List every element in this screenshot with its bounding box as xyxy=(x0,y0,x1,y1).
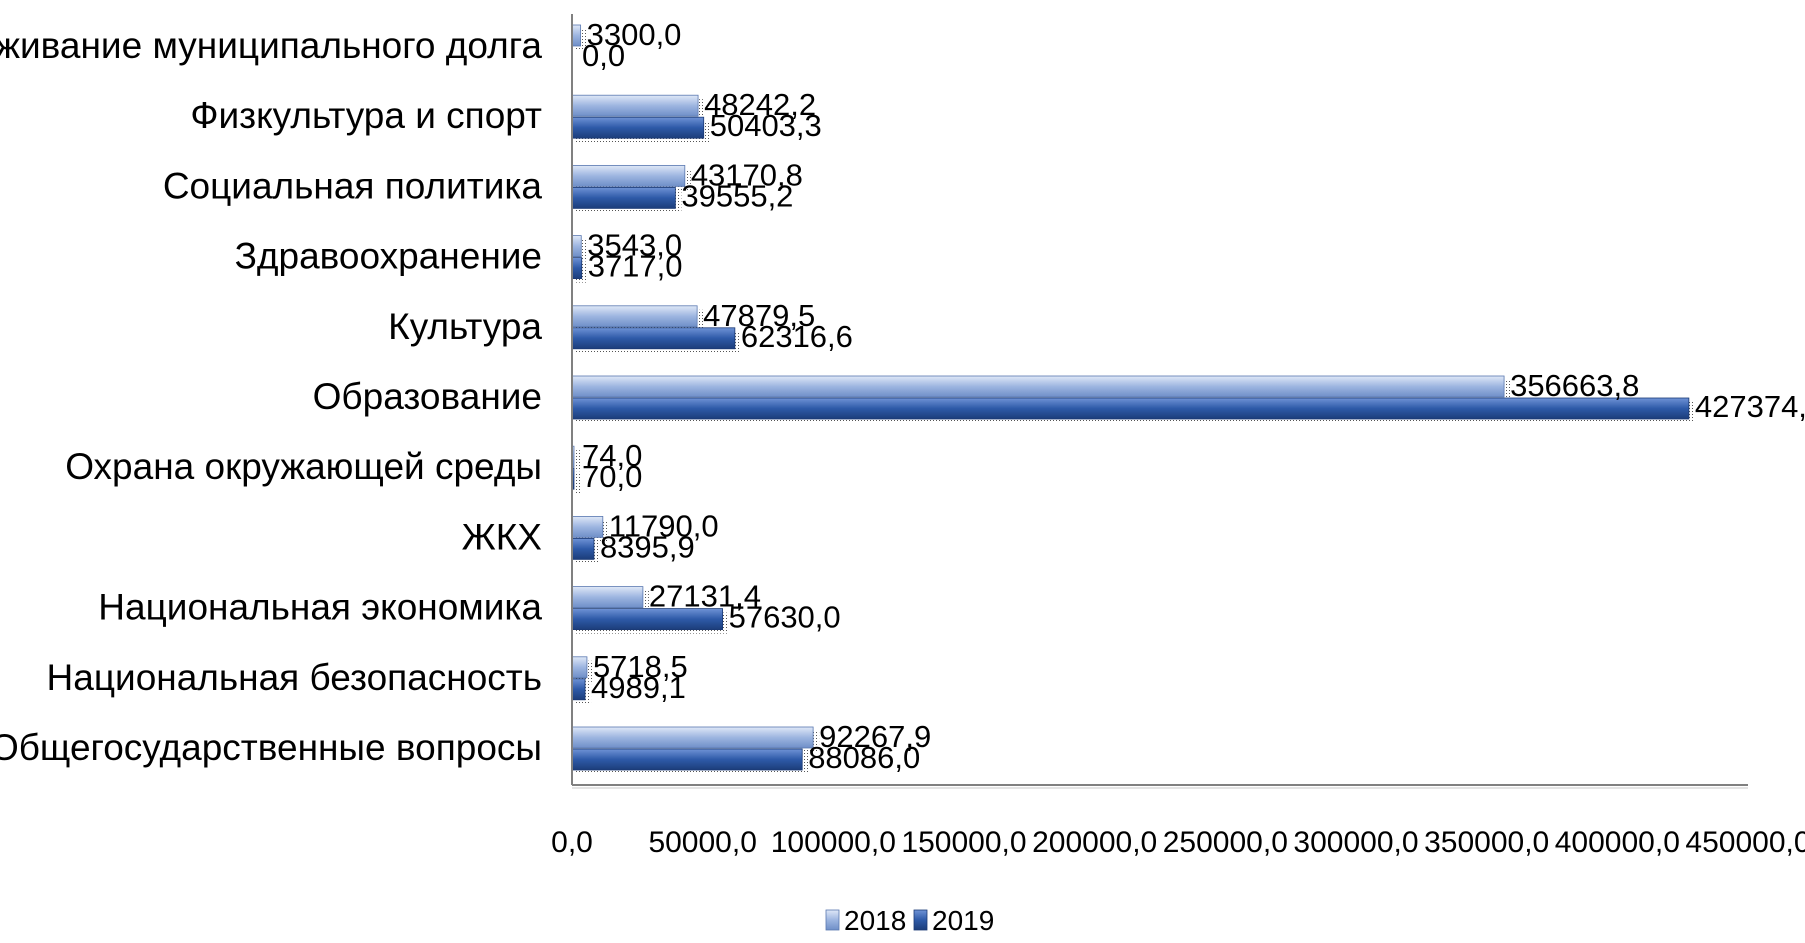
value-label-2019: 88086,0 xyxy=(808,740,920,775)
category-label: Обслуживание муниципального долга xyxy=(0,25,542,66)
value-label-2018: 92267,9 xyxy=(819,719,931,754)
category-label: ЖКХ xyxy=(462,516,542,557)
value-label-2018: 11790,0 xyxy=(609,508,719,543)
value-label-2019: 57630,0 xyxy=(729,600,841,635)
category-label: Национальная экономика xyxy=(98,587,542,628)
value-label-2018: 43170,8 xyxy=(691,157,803,192)
value-label-2019: 3717,0 xyxy=(588,249,683,284)
bar-2018 xyxy=(571,586,644,608)
value-label-2019: 0,0 xyxy=(582,38,625,73)
x-tick-label: 50000,0 xyxy=(648,826,756,859)
bar-2019 xyxy=(571,186,676,209)
bar-2018 xyxy=(571,305,698,328)
bar-2018 xyxy=(571,235,582,258)
value-label-2019: 4989,1 xyxy=(591,670,686,705)
value-label-2018: 48242,2 xyxy=(704,87,816,122)
bar-2019 xyxy=(571,678,586,701)
value-label-2018: 3300,0 xyxy=(587,17,682,52)
bar-2018 xyxy=(571,516,604,538)
labels: Обслуживание муниципального долга 3300,00… xyxy=(0,17,1805,775)
category-label: Образование xyxy=(313,376,542,417)
bar-2018 xyxy=(571,375,1505,398)
value-label-2019: 39555,2 xyxy=(681,178,793,213)
category-label: Социальная политика xyxy=(163,165,543,206)
value-label-2019: 427374,7 xyxy=(1695,389,1805,424)
value-label-2019: 50403,3 xyxy=(710,108,822,143)
legend: 2018 2019 xyxy=(825,905,994,936)
value-label-2018: 47879,5 xyxy=(703,298,815,333)
value-label-2018: 5718,5 xyxy=(593,649,688,684)
x-tick-label: 250000,0 xyxy=(1163,826,1288,859)
bar-shadow xyxy=(575,450,580,472)
value-label-2018: 74,0 xyxy=(582,438,642,473)
category-label: Культура xyxy=(388,306,542,347)
value-label-2019: 70,0 xyxy=(582,459,642,494)
value-label-2019: 62316,6 xyxy=(741,319,853,354)
value-label-2018: 3543,0 xyxy=(587,228,682,263)
bar-2018 xyxy=(571,726,814,749)
axes: 0,0 50000,0 100000,0 150000,0 200000,0 250000… xyxy=(551,14,1805,859)
bar-2018 xyxy=(571,164,686,187)
bar-2019 xyxy=(571,538,595,560)
bars xyxy=(571,24,1690,771)
value-label-2018: 27131,4 xyxy=(649,579,761,614)
value-label-2019: 8395,9 xyxy=(600,529,695,564)
x-tick-label: 350000,0 xyxy=(1424,826,1549,859)
x-tick-label: 400000,0 xyxy=(1555,826,1680,859)
category-label: Здравоохранение xyxy=(235,236,542,277)
legend-swatch-2019 xyxy=(913,909,928,931)
bar-2018 xyxy=(571,656,588,679)
category-label: Национальная безопасность xyxy=(47,657,542,698)
x-tick-label: 200000,0 xyxy=(1032,826,1157,859)
category-label: Физкультура и спорт xyxy=(190,95,542,136)
category-label: Общегосударственные вопросы xyxy=(0,727,542,768)
bar-shadow xyxy=(575,472,580,494)
x-tick-label: 100000,0 xyxy=(771,826,896,859)
bar-2018 xyxy=(571,94,699,117)
value-label-2018: 356663,8 xyxy=(1510,368,1639,403)
x-tick-label: 0,0 xyxy=(551,826,593,859)
bar-2018 xyxy=(571,24,582,47)
x-tick-label: 150000,0 xyxy=(901,826,1026,859)
legend-swatch-2018 xyxy=(825,909,840,931)
bar-2019 xyxy=(571,116,705,139)
legend-label-2019: 2019 xyxy=(932,905,994,936)
category-label: Охрана окружающей среды xyxy=(65,446,542,487)
bar-2019 xyxy=(571,257,583,280)
legend-label-2018: 2018 xyxy=(844,905,906,936)
x-tick-label: 450000,0 xyxy=(1685,826,1805,859)
bar-2019 xyxy=(571,748,803,771)
x-tick-label: 300000,0 xyxy=(1293,826,1418,859)
